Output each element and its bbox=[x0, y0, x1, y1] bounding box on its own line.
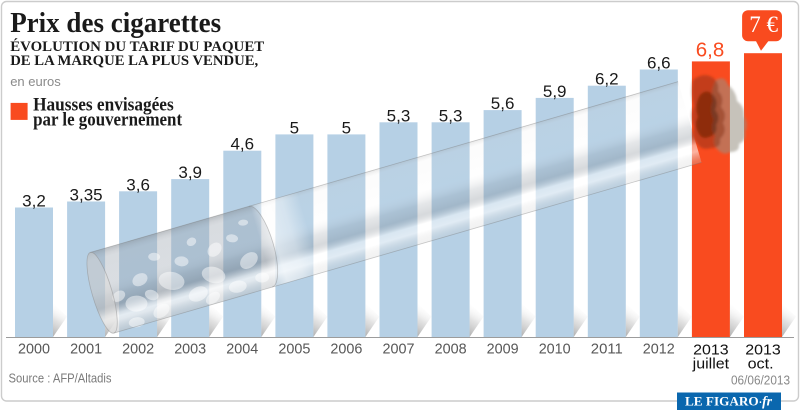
svg-text:2008: 2008 bbox=[435, 341, 467, 358]
svg-text:2013: 2013 bbox=[745, 342, 781, 359]
svg-text:2002: 2002 bbox=[122, 341, 154, 358]
svg-text:2012: 2012 bbox=[643, 341, 675, 358]
svg-text:LE FIGARO·fr: LE FIGARO·fr bbox=[685, 394, 773, 409]
svg-text:5,9: 5,9 bbox=[543, 82, 567, 101]
svg-text:2010: 2010 bbox=[539, 341, 571, 358]
svg-text:5,3: 5,3 bbox=[387, 106, 411, 125]
svg-text:5: 5 bbox=[290, 118, 299, 137]
svg-text:3,35: 3,35 bbox=[70, 186, 103, 205]
svg-text:2004: 2004 bbox=[226, 341, 258, 358]
svg-text:par le gouvernement: par le gouvernement bbox=[33, 110, 183, 131]
svg-text:Hausses envisagées: Hausses envisagées bbox=[33, 95, 174, 116]
svg-text:5: 5 bbox=[342, 118, 351, 137]
svg-text:3,9: 3,9 bbox=[178, 163, 202, 182]
svg-text:2006: 2006 bbox=[330, 341, 362, 358]
svg-text:6,2: 6,2 bbox=[595, 70, 619, 89]
svg-text:4,6: 4,6 bbox=[230, 135, 254, 154]
svg-text:2011: 2011 bbox=[591, 341, 623, 358]
svg-text:2003: 2003 bbox=[174, 341, 206, 358]
svg-text:3,2: 3,2 bbox=[22, 192, 46, 211]
svg-text:2001: 2001 bbox=[70, 341, 102, 358]
svg-text:2013: 2013 bbox=[693, 342, 729, 359]
svg-text:3,6: 3,6 bbox=[126, 175, 150, 194]
svg-text:2000: 2000 bbox=[18, 341, 50, 358]
svg-text:DE LA MARQUE LA PLUS VENDUE,: DE LA MARQUE LA PLUS VENDUE, bbox=[10, 53, 258, 69]
svg-text:2009: 2009 bbox=[487, 341, 519, 358]
svg-text:2005: 2005 bbox=[278, 341, 310, 358]
svg-text:5,3: 5,3 bbox=[439, 106, 463, 125]
svg-text:06/06/2013: 06/06/2013 bbox=[731, 374, 790, 388]
svg-text:en euros: en euros bbox=[10, 74, 61, 89]
svg-text:Source : AFP/Altadis: Source : AFP/Altadis bbox=[9, 372, 112, 386]
svg-text:Prix des cigarettes: Prix des cigarettes bbox=[10, 8, 221, 39]
svg-text:6,8: 6,8 bbox=[696, 39, 725, 62]
svg-text:oct.: oct. bbox=[748, 356, 774, 373]
svg-text:2007: 2007 bbox=[383, 341, 415, 358]
svg-text:6,6: 6,6 bbox=[647, 54, 671, 73]
svg-text:ÉVOLUTION DU TARIF DU PAQUET: ÉVOLUTION DU TARIF DU PAQUET bbox=[10, 38, 264, 55]
svg-text:juillet: juillet bbox=[692, 356, 730, 373]
svg-text:7 €: 7 € bbox=[749, 12, 778, 37]
svg-text:5,6: 5,6 bbox=[491, 94, 515, 113]
